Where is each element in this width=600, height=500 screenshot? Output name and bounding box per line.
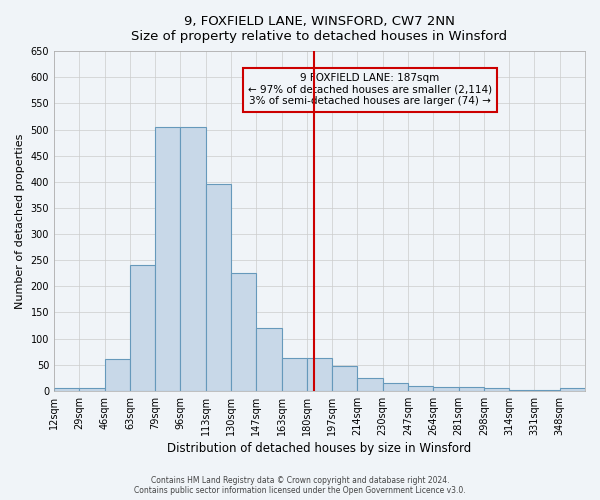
Bar [560,388,585,391]
Bar [535,390,560,391]
Bar [206,184,231,391]
Title: 9, FOXFIELD LANE, WINSFORD, CW7 2NN
Size of property relative to detached houses: 9, FOXFIELD LANE, WINSFORD, CW7 2NN Size… [131,15,508,43]
Text: 9 FOXFIELD LANE: 187sqm
← 97% of detached houses are smaller (2,114)
3% of semi-: 9 FOXFIELD LANE: 187sqm ← 97% of detache… [248,73,492,106]
Bar [256,328,281,391]
Bar [181,127,206,391]
Bar [408,386,433,391]
Bar [383,383,408,391]
Bar [433,386,458,391]
X-axis label: Distribution of detached houses by size in Winsford: Distribution of detached houses by size … [167,442,472,455]
Bar [358,378,383,391]
Bar [79,388,104,391]
Bar [231,273,256,391]
Bar [54,388,79,391]
Bar [307,358,332,391]
Bar [104,360,130,391]
Text: Contains HM Land Registry data © Crown copyright and database right 2024.
Contai: Contains HM Land Registry data © Crown c… [134,476,466,495]
Bar [155,127,181,391]
Bar [332,366,358,391]
Y-axis label: Number of detached properties: Number of detached properties [15,134,25,308]
Bar [509,390,535,391]
Bar [458,386,484,391]
Bar [281,358,307,391]
Bar [130,266,155,391]
Bar [484,388,509,391]
